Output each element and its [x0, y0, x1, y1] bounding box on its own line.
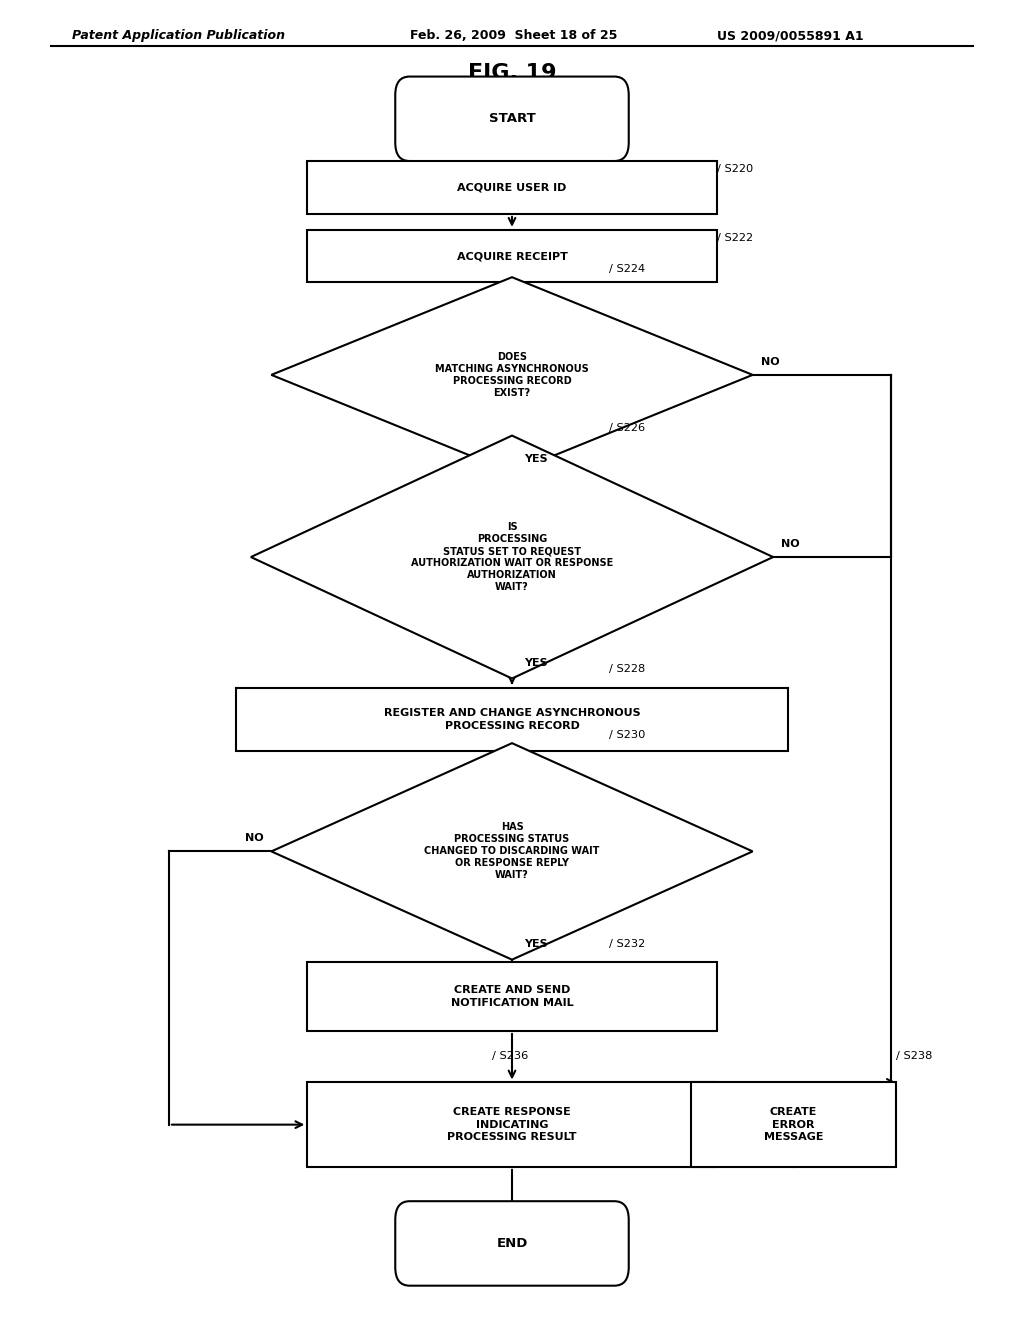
Text: HAS
PROCESSING STATUS
CHANGED TO DISCARDING WAIT
OR RESPONSE REPLY
WAIT?: HAS PROCESSING STATUS CHANGED TO DISCARD…: [424, 822, 600, 880]
Text: ∕ S238: ∕ S238: [896, 1051, 933, 1061]
Text: US 2009/0055891 A1: US 2009/0055891 A1: [717, 29, 863, 42]
Text: YES: YES: [524, 454, 548, 465]
Text: YES: YES: [524, 657, 548, 668]
Text: END: END: [497, 1237, 527, 1250]
Text: ∕ S222: ∕ S222: [717, 232, 753, 243]
Text: CREATE RESPONSE
INDICATING
PROCESSING RESULT: CREATE RESPONSE INDICATING PROCESSING RE…: [447, 1107, 577, 1142]
Text: CREATE AND SEND
NOTIFICATION MAIL: CREATE AND SEND NOTIFICATION MAIL: [451, 986, 573, 1007]
Text: CREATE
ERROR
MESSAGE: CREATE ERROR MESSAGE: [764, 1107, 823, 1142]
Text: NO: NO: [781, 539, 800, 549]
FancyBboxPatch shape: [307, 230, 717, 282]
Text: ∕ S230: ∕ S230: [609, 730, 646, 741]
Text: ∕ S224: ∕ S224: [609, 264, 645, 275]
Text: NO: NO: [761, 356, 779, 367]
FancyBboxPatch shape: [691, 1082, 896, 1167]
FancyBboxPatch shape: [307, 1082, 717, 1167]
Text: ACQUIRE RECEIPT: ACQUIRE RECEIPT: [457, 251, 567, 261]
Text: ∕ S236: ∕ S236: [492, 1051, 527, 1061]
Text: ACQUIRE USER ID: ACQUIRE USER ID: [458, 182, 566, 193]
FancyBboxPatch shape: [236, 688, 788, 751]
Text: ∕ S232: ∕ S232: [609, 939, 645, 949]
Text: FIG. 19: FIG. 19: [468, 63, 556, 83]
Text: Feb. 26, 2009  Sheet 18 of 25: Feb. 26, 2009 Sheet 18 of 25: [410, 29, 617, 42]
Text: IS
PROCESSING
STATUS SET TO REQUEST
AUTHORIZATION WAIT OR RESPONSE
AUTHORIZATION: IS PROCESSING STATUS SET TO REQUEST AUTH…: [411, 521, 613, 593]
Polygon shape: [251, 436, 773, 678]
Text: REGISTER AND CHANGE ASYNCHRONOUS
PROCESSING RECORD: REGISTER AND CHANGE ASYNCHRONOUS PROCESS…: [384, 709, 640, 730]
Text: Patent Application Publication: Patent Application Publication: [72, 29, 285, 42]
FancyBboxPatch shape: [395, 77, 629, 161]
Text: START: START: [488, 112, 536, 125]
Text: ∕ S228: ∕ S228: [609, 664, 645, 675]
Polygon shape: [271, 277, 753, 473]
FancyBboxPatch shape: [307, 161, 717, 214]
FancyBboxPatch shape: [307, 962, 717, 1031]
Polygon shape: [271, 743, 753, 960]
Text: ∕ S226: ∕ S226: [609, 422, 645, 433]
Text: NO: NO: [245, 833, 263, 843]
Text: ∕ S220: ∕ S220: [717, 164, 753, 174]
Text: DOES
MATCHING ASYNCHRONOUS
PROCESSING RECORD
EXIST?: DOES MATCHING ASYNCHRONOUS PROCESSING RE…: [435, 352, 589, 397]
FancyBboxPatch shape: [395, 1201, 629, 1286]
Text: YES: YES: [524, 939, 548, 949]
